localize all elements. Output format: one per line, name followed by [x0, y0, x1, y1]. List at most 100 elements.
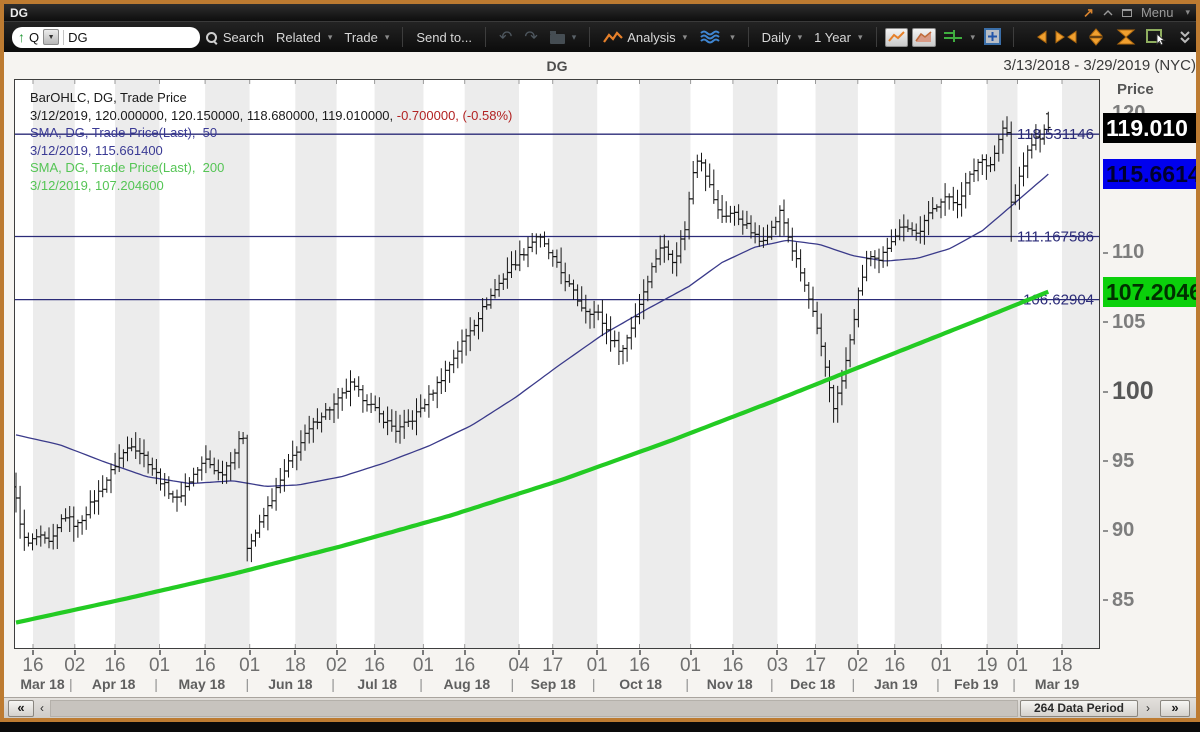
desktop-background-strip — [0, 722, 1200, 732]
date-tick-mark — [517, 650, 520, 655]
date-tick-label: 16 — [628, 655, 651, 676]
date-tick-mark — [248, 650, 251, 655]
waves-icon — [700, 30, 720, 44]
legend-line: 3/12/2019, 115.661400 — [30, 142, 163, 158]
date-tick-label: 17 — [804, 655, 827, 676]
month-label: Oct 18 — [619, 676, 663, 692]
undo-icon[interactable]: ↶ — [498, 29, 513, 46]
date-tick-mark — [158, 650, 161, 655]
levels-caret-icon[interactable]: ▾ — [970, 31, 976, 42]
date-axis[interactable]: 16 02 16 01 16 01 18 02 16 01 16 04 17 01 16 01 16 03 17 02… — [4, 650, 1196, 697]
compress-horizontal-tool[interactable] — [1054, 28, 1078, 46]
chart-date-range: 3/13/2018 - 3/29/2019 (NYC) — [1003, 57, 1196, 74]
price-tick-label: 105 — [1103, 310, 1145, 334]
date-tick-label: 01 — [148, 655, 171, 676]
open-layout-button[interactable]: ▾ — [544, 30, 583, 44]
legend-line: SMA, DG, Trade Price(Last), 50 — [30, 125, 218, 140]
scroll-left-arrow[interactable]: ‹ — [40, 701, 44, 715]
chart-scrollbar: « ‹ 264 Data Period › » — [4, 697, 1196, 718]
date-tick-label: 02 — [847, 655, 869, 676]
waves-tool-menu[interactable]: ▾ — [693, 29, 741, 45]
zoom-box-tool[interactable] — [983, 27, 1003, 47]
price-tick-label: 90 — [1103, 519, 1134, 543]
range-menu[interactable]: 1 Year ▾ — [814, 29, 863, 45]
collapse-chevron-icon[interactable] — [1103, 9, 1113, 16]
month-separator: | — [245, 676, 250, 692]
expand-horizontal-tool[interactable] — [1024, 28, 1048, 46]
date-tick-mark — [294, 650, 297, 655]
menu-button[interactable]: Menu — [1140, 5, 1174, 20]
main-toolbar: ↑ Q ▼ Search Related▾ Trade▾ Send to... … — [4, 21, 1196, 52]
price-plot-area[interactable]: 118.531146 111.167586 106.62904 BarOHLC, D… — [14, 79, 1100, 649]
month-label: Aug 18 — [443, 676, 491, 692]
symbol-dropdown-button[interactable]: ▼ — [43, 29, 60, 45]
date-tick-mark — [113, 650, 116, 655]
price-tag: 119.010 — [1103, 112, 1196, 143]
date-tick-label: 17 — [542, 655, 564, 676]
date-tick-mark — [893, 650, 896, 655]
related-menu[interactable]: Related ▾ — [276, 29, 333, 45]
svg-text:111.167586: 111.167586 — [1017, 229, 1094, 246]
price-tick-label: 100 — [1103, 377, 1154, 405]
trade-menu[interactable]: Trade ▾ — [344, 29, 390, 45]
symbol-input[interactable] — [68, 29, 189, 45]
month-separator: | — [331, 676, 335, 692]
date-tick-label: 04 — [508, 655, 530, 676]
month-separator: | — [69, 676, 73, 692]
symbol-search-box[interactable]: ↑ Q ▼ — [12, 26, 200, 48]
redo-icon[interactable]: ↷ — [524, 29, 538, 46]
scroll-to-end-button[interactable]: » — [1160, 700, 1190, 717]
popout-icon[interactable]: ↗ — [1083, 4, 1094, 20]
selection-tool[interactable] — [1144, 27, 1168, 47]
chart-style-line-button[interactable] — [885, 27, 909, 47]
chart-symbol-title: DG — [546, 58, 568, 74]
quote-q-label: Q — [29, 29, 40, 45]
analysis-menu[interactable]: Analysis ▾ — [597, 30, 693, 45]
more-tools-chevrons-icon[interactable] — [1177, 30, 1193, 45]
date-tick-mark — [422, 650, 425, 655]
month-label: Mar 18 — [20, 676, 65, 692]
price-tick-label: 110 — [1103, 241, 1144, 265]
price-tag: 115.6614 — [1103, 159, 1196, 190]
date-tick-label: 01 — [586, 655, 608, 676]
compress-vertical-tool[interactable] — [1114, 28, 1138, 46]
date-tick-mark — [373, 650, 376, 655]
indicator-legend: BarOHLC, DG, Trade Price 3/12/2019, 120.0… — [30, 89, 512, 194]
month-separator: | — [685, 676, 689, 692]
analysis-zigzag-icon — [603, 30, 624, 43]
date-tick-label: 16 — [363, 655, 386, 676]
date-tick-label: 16 — [22, 655, 44, 676]
date-tick-mark — [638, 650, 641, 655]
chart-style-area-button[interactable] — [912, 27, 936, 47]
month-label: Dec 18 — [790, 676, 836, 692]
date-tick-label: 02 — [325, 655, 348, 676]
date-tick-mark — [986, 650, 989, 655]
date-tick-mark — [689, 650, 692, 655]
date-tick-label: 16 — [104, 655, 126, 676]
price-tick-label: 85 — [1103, 588, 1134, 612]
scrollbar-thumb[interactable] — [50, 700, 1018, 717]
scroll-to-start-button[interactable]: « — [8, 700, 34, 717]
month-label: Apr 18 — [91, 676, 136, 692]
expand-vertical-tool[interactable] — [1084, 28, 1108, 46]
legend-line: 3/12/2019, 107.204600 — [30, 177, 164, 193]
search-button[interactable]: Search — [200, 30, 270, 45]
chart-region: DG 3/13/2018 - 3/29/2019 (NYC) 118.53114… — [4, 52, 1196, 697]
window-restore-icon[interactable] — [1121, 8, 1132, 17]
send-to-button[interactable]: Send to... — [416, 29, 472, 45]
legend-line: SMA, DG, Trade Price(Last), 200 — [30, 160, 225, 175]
data-period-button[interactable]: 264 Data Period — [1020, 700, 1138, 717]
month-label: Jun 18 — [268, 676, 313, 692]
date-tick-mark — [731, 650, 734, 655]
price-levels-tool[interactable] — [941, 28, 965, 46]
date-tick-label: 18 — [284, 655, 306, 676]
date-tick-mark — [776, 650, 779, 655]
svg-text:118.531146: 118.531146 — [1017, 126, 1094, 143]
date-tick-label: 16 — [194, 655, 216, 676]
scroll-right-arrow[interactable]: › — [1146, 701, 1150, 715]
period-menu[interactable]: Daily ▾ — [761, 29, 803, 45]
date-tick-mark — [204, 650, 207, 655]
date-tick-label: 19 — [976, 655, 998, 676]
price-axis-panel[interactable]: Price Auto 120115110105100959085119.0101… — [1103, 79, 1196, 697]
